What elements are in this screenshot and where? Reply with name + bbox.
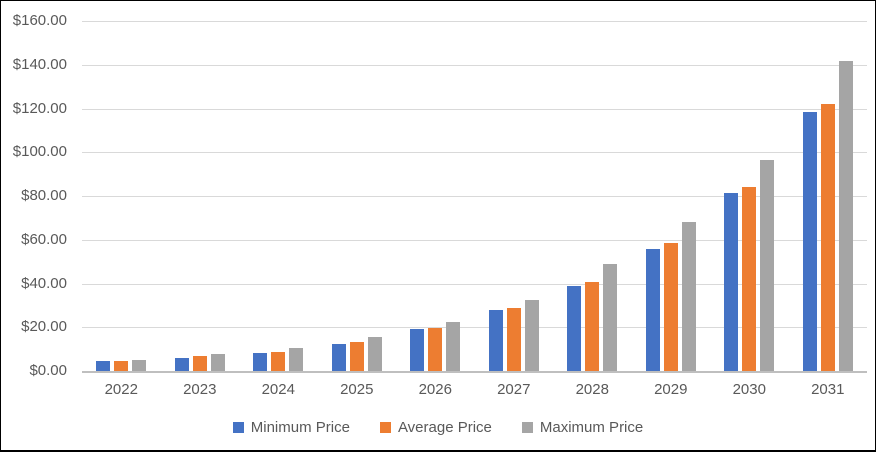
gridline [82,239,867,241]
gridline [82,64,867,66]
bar-maximum-price-2031 [838,61,853,371]
bar-group-2031 [789,21,868,371]
y-tick-label: $0.00 [29,362,67,379]
bar-group-2023 [161,21,240,371]
legend: Minimum Price Average Price Maximum Price [1,419,875,436]
y-tick-label: $20.00 [21,318,67,336]
bar-average-price-2023 [192,356,207,371]
y-tick-label: $100.00 [12,143,67,161]
legend-marker-icon [232,422,244,433]
legend-item-average-price: Average Price [379,419,492,436]
bar-minimum-price-2022 [96,360,111,371]
bar-minimum-price-2028 [567,286,582,371]
bar-average-price-2026 [428,327,443,371]
bar-group-2028 [553,21,632,371]
bar-minimum-price-2031 [802,112,817,371]
bar-average-price-2030 [742,186,757,371]
x-tick-label-2029: 2029 [654,381,688,398]
bar-maximum-price-2025 [367,336,382,371]
bar-minimum-price-2025 [331,343,346,371]
bar-minimum-price-2024 [253,353,268,371]
x-tick-label-2026: 2026 [418,381,452,398]
x-tick-label-2027: 2027 [497,381,531,398]
x-tick-label-2028: 2028 [575,381,609,398]
legend-label: Average Price [397,419,492,436]
bar-maximum-price-2022 [132,360,147,371]
x-axis-line [82,371,867,373]
bar-maximum-price-2024 [289,347,304,371]
bar-group-2026 [396,21,475,371]
x-tick-label-2023: 2023 [183,381,217,398]
legend-item-maximum-price: Maximum Price [521,419,644,436]
legend-marker-icon [521,422,533,433]
bar-minimum-price-2026 [410,329,425,371]
bar-average-price-2029 [663,243,678,371]
bar-average-price-2025 [349,342,364,371]
y-axis: $0.00 $20.00 $40.00 $60.00 $80.00 $100.00 $120… [1,13,67,379]
bar-minimum-price-2023 [174,357,189,371]
bar-average-price-2024 [271,351,286,371]
bar-minimum-price-2029 [645,248,660,371]
bar-group-2024 [239,21,318,371]
y-tick-label: $120.00 [12,99,67,117]
gridline [82,327,867,329]
bar-minimum-price-2027 [488,310,503,371]
x-axis: 2022 2023 2024 2025 2026 2027 2028 2029 2030 2031 [82,381,867,398]
x-tick-label-2031: 2031 [811,381,845,398]
bar-maximum-price-2029 [681,221,696,371]
bar-group-2030 [710,21,789,371]
legend-marker-icon [379,422,391,433]
bar-maximum-price-2028 [603,264,618,371]
gridline [82,108,867,110]
x-tick-label-2022: 2022 [104,381,138,398]
bar-average-price-2028 [585,282,600,371]
legend-label: Maximum Price [539,419,644,436]
plot-area [82,21,867,373]
y-tick-label: $80.00 [21,187,67,204]
y-tick-label: $40.00 [21,274,67,292]
gridline [82,21,867,22]
gridline [82,283,867,285]
legend-label: Minimum Price [250,419,350,436]
x-tick-label-2024: 2024 [261,381,295,398]
legend-item-minimum-price: Minimum Price [232,419,350,436]
bar-group-2022 [82,21,161,371]
bar-minimum-price-2030 [724,192,739,371]
bar-maximum-price-2027 [524,300,539,371]
bar-groups [82,21,867,371]
bar-group-2027 [475,21,554,371]
y-tick-label: $140.00 [12,55,67,73]
x-tick-label-2030: 2030 [732,381,766,398]
bar-maximum-price-2026 [446,321,461,371]
bar-average-price-2027 [506,308,521,371]
bar-group-2025 [318,21,397,371]
y-tick-label: $60.00 [21,230,67,248]
bar-average-price-2031 [820,104,835,371]
bar-average-price-2022 [114,360,129,371]
bar-maximum-price-2023 [210,354,225,371]
x-tick-label-2025: 2025 [340,381,374,398]
bar-group-2029 [632,21,711,371]
gridline [82,152,867,154]
bar-maximum-price-2030 [760,159,775,371]
y-tick-label: $160.00 [12,12,67,29]
gridline [82,196,867,197]
